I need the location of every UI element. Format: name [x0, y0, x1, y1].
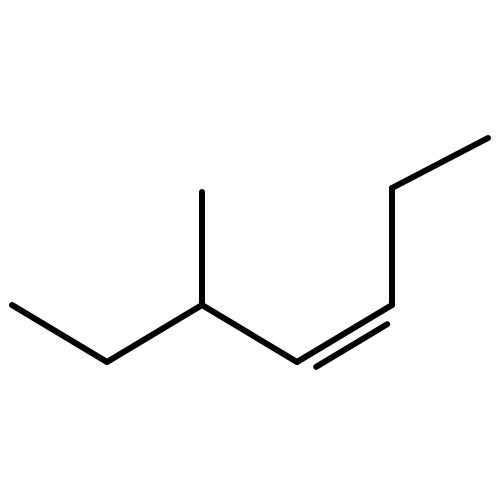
bond-line [202, 305, 297, 362]
bond-line [12, 305, 107, 362]
bond-line [392, 138, 488, 188]
molecule-diagram [0, 0, 500, 500]
bond-line [107, 305, 202, 362]
bond-line [297, 305, 392, 362]
